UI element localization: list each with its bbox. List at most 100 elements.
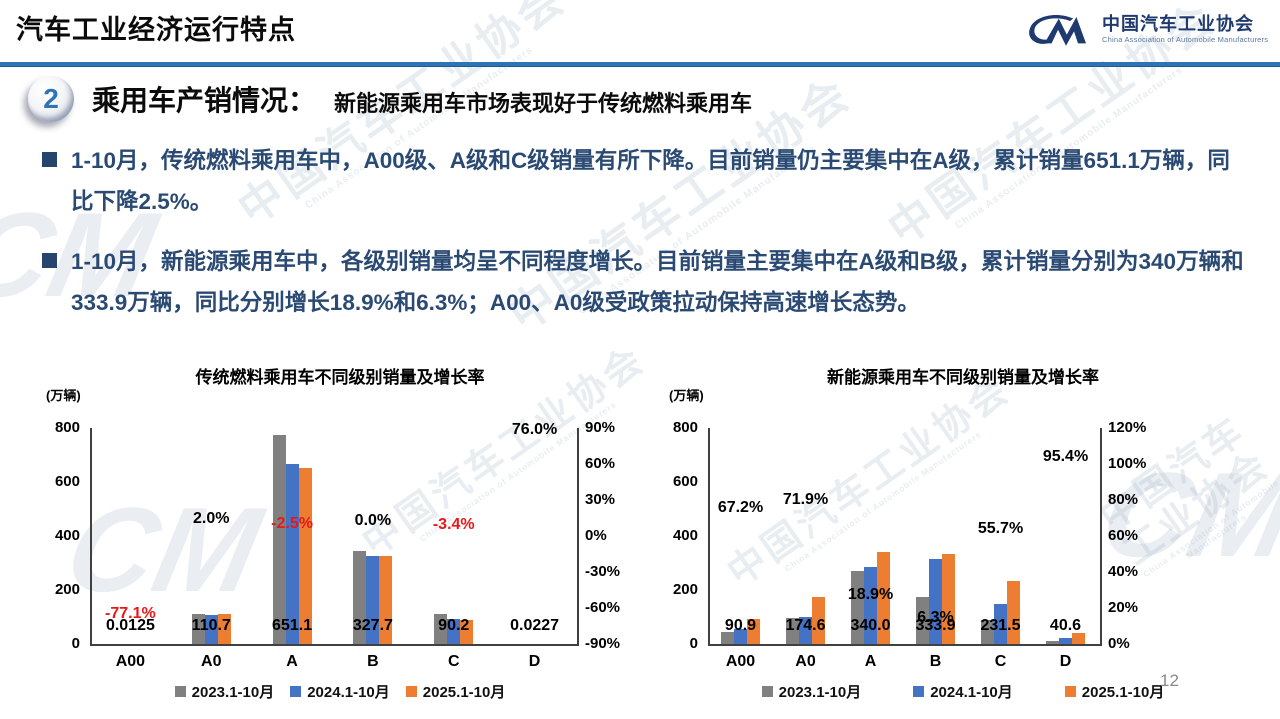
caam-logo: 中国汽车工业协会 China Association of Automobile… xyxy=(1022,8,1268,50)
y-axis-tick-label: 600 xyxy=(672,473,698,490)
growth-rate-label: 67.2% xyxy=(717,499,764,517)
legend-label: 2023.1-10月 xyxy=(778,684,862,701)
x-axis-category-label: B xyxy=(367,653,379,670)
bar-2025.1-10月-B xyxy=(942,554,955,644)
legend-label: 2025.1-10月 xyxy=(1081,684,1165,701)
bar-2024.1-10月-B xyxy=(366,556,380,644)
bar-2025.1-10月-A0 xyxy=(812,597,825,644)
legend-label: 2024.1-10月 xyxy=(930,684,1013,701)
bar-2023.1-10月-A xyxy=(272,435,286,644)
plot-area xyxy=(708,428,1102,646)
y-axis-tick-label: 800 xyxy=(672,419,698,436)
legend-label: 2024.1-10月 xyxy=(307,684,390,701)
bar-2025.1-10月-A0 xyxy=(217,614,231,644)
x-axis-category-label: C xyxy=(994,653,1007,670)
growth-rate-label: 71.9% xyxy=(782,490,829,508)
caam-logo-mark-icon xyxy=(1029,15,1086,46)
growth-rate-label: -3.4% xyxy=(432,516,475,534)
chart-title: 传统燃料乘用车不同级别销量及增长率 xyxy=(195,368,485,387)
bar-2023.1-10月-C xyxy=(981,620,994,644)
legend-item: 2025.1-10月 xyxy=(405,681,506,702)
legend-swatch-icon xyxy=(174,686,186,697)
growth-rate-label: -2.5% xyxy=(271,515,313,532)
bar-2023.1-10月-A xyxy=(851,571,864,644)
bullet-text: 1-10月，传统燃料乘用车中，A00级、A级和C级销量有所下降。目前销量仍主要集… xyxy=(71,148,1230,215)
y2-axis-tick-label: -30% xyxy=(585,563,621,580)
bar-value-label: 174.6 xyxy=(785,617,826,634)
y2-axis-tick-label: 20% xyxy=(1108,599,1139,616)
legend-item: 2024.1-10月 xyxy=(913,681,1013,702)
bar-2024.1-10月-A00 xyxy=(734,629,747,644)
bar-value-label: 0.0227 xyxy=(510,617,560,634)
bar-2025.1-10月-C xyxy=(1007,581,1020,644)
y-axis-tick-label: 600 xyxy=(54,473,80,490)
bar-2023.1-10月-B xyxy=(353,551,367,644)
bar-2025.1-10月-A00 xyxy=(747,619,760,644)
y2-axis-tick-label: 80% xyxy=(1108,491,1139,508)
section-number-badge: 2 xyxy=(28,76,74,122)
y2-axis-tick-label: -60% xyxy=(585,599,621,616)
y2-axis-tick-label: 60% xyxy=(585,455,616,472)
bar-2023.1-10月-D xyxy=(1046,641,1059,644)
legend-swatch-icon xyxy=(405,686,417,697)
bar-2025.1-10月-D xyxy=(1072,633,1085,644)
bar-2024.1-10月-A0 xyxy=(799,617,812,644)
y-axis-tick-label: 0 xyxy=(71,635,80,652)
section-heading: 2 乘用车产销情况： 新能源乘用车市场表现好于传统燃料乘用车 xyxy=(28,76,752,122)
growth-rate-label: 0.0% xyxy=(354,512,392,529)
bar-value-label: 327.7 xyxy=(352,617,393,634)
plot-area xyxy=(90,428,579,646)
growth-rate-label: 2.0% xyxy=(193,509,230,527)
bar-value-label: 0.0125 xyxy=(105,617,155,634)
legend-label: 2023.1-10月 xyxy=(191,684,275,701)
bar-2024.1-10月-B xyxy=(929,559,942,644)
section-title: 乘用车产销情况： xyxy=(92,85,317,116)
y-axis-tick-label: 200 xyxy=(672,581,698,598)
section-subtitle: 新能源乘用车市场表现好于传统燃料乘用车 xyxy=(334,91,753,116)
bar-2023.1-10月-B xyxy=(916,597,929,644)
legend-swatch-icon xyxy=(290,686,302,697)
bar-2023.1-10月-C xyxy=(434,614,448,644)
y2-axis-tick-label: -90% xyxy=(585,635,621,652)
bar-2024.1-10月-C xyxy=(994,604,1007,644)
y2-axis-tick-label: 120% xyxy=(1108,419,1147,436)
growth-rate-label: -77.1% xyxy=(105,604,156,622)
y-axis-tick-label: 400 xyxy=(672,527,698,544)
legend-item: 2023.1-10月 xyxy=(761,681,862,702)
legend-label: 2025.1-10月 xyxy=(422,684,506,701)
x-axis-category-label: D xyxy=(528,653,541,670)
x-axis-category-label: A00 xyxy=(725,653,756,670)
chart-fuel-vehicles: 传统燃料乘用车不同级别销量及增长率 (万辆) 800 600 400 200 0 90% 6… xyxy=(40,363,640,719)
bullet-item: 1-10月，传统燃料乘用车中，A00级、A级和C级销量有所下降。目前销量仍主要集… xyxy=(42,140,1250,223)
bar-2024.1-10月-A0 xyxy=(204,615,218,644)
growth-rate-label: 55.7% xyxy=(977,519,1024,537)
x-axis-category-label: A0 xyxy=(795,653,816,670)
legend-item: 2025.1-10月 xyxy=(1064,681,1165,702)
bar-2024.1-10月-D xyxy=(1059,638,1072,644)
bar-value-label: 651.1 xyxy=(272,617,313,634)
bar-2025.1-10月-A xyxy=(298,468,312,644)
chart-legend: 2023.1-10月 2024.1-10月 2025.1-10月 xyxy=(663,681,1263,702)
y2-axis-tick-label: 100% xyxy=(1108,455,1147,472)
bullet-text: 1-10月，新能源乘用车中，各级别销量均呈不同程度增长。目前销量主要集中在A级和… xyxy=(71,249,1244,316)
bar-2023.1-10月-A0 xyxy=(191,614,205,644)
page-number: 12 xyxy=(1160,671,1179,690)
bar-value-label: 333.9 xyxy=(915,617,956,634)
legend-swatch-icon xyxy=(761,686,773,697)
y-axis-tick-label: 0 xyxy=(689,635,698,652)
x-axis-category-label: B xyxy=(929,653,942,670)
x-axis-category-label: A xyxy=(286,653,298,670)
logo-name-en: China Association of Automobile Manufact… xyxy=(1102,34,1269,44)
y-axis-tick-label: 200 xyxy=(54,581,80,598)
bar-value-label: 110.7 xyxy=(191,617,231,634)
plot-layer: 800 600 400 200 0 90% 60% 30% 0% -30% -60% -90% A00 0… xyxy=(40,363,640,719)
y2-axis-tick-label: 0% xyxy=(585,527,607,544)
bar-2023.1-10月-A00 xyxy=(721,632,734,644)
bar-value-label: 90.2 xyxy=(438,617,470,634)
y-axis-tick-label: 400 xyxy=(54,527,80,544)
y-axis-unit-label: (万辆) xyxy=(669,388,704,403)
growth-rate-label: 95.4% xyxy=(1042,448,1089,466)
x-axis-category-label: A00 xyxy=(115,653,146,670)
bar-2025.1-10月-C xyxy=(460,620,474,644)
legend-item: 2024.1-10月 xyxy=(290,681,390,702)
